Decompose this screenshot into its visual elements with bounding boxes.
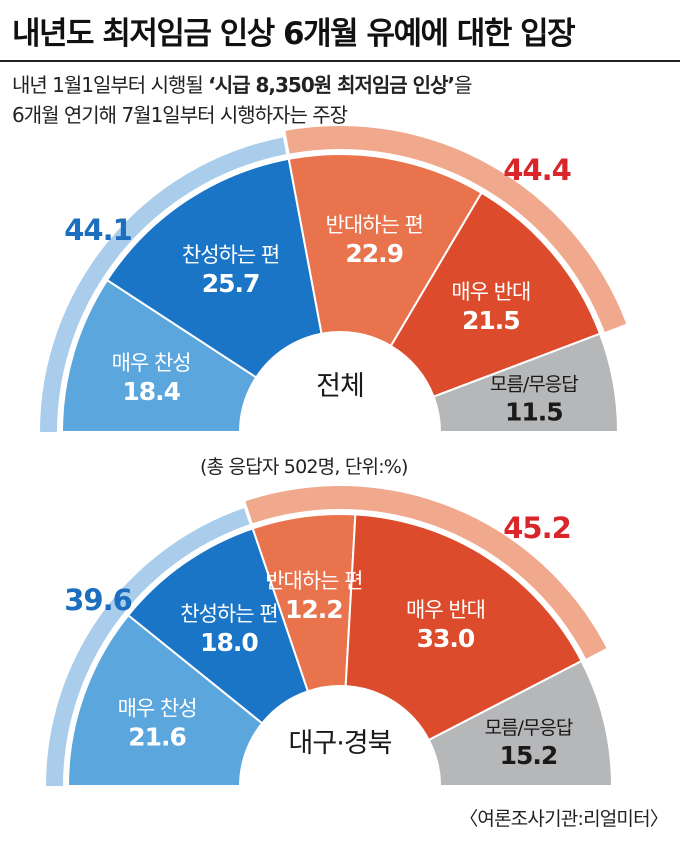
chart-1-label-disagree: 반대하는 편 (326, 213, 423, 237)
chart-1-disagree-band (285, 126, 627, 332)
chart-2-value-strong-disagree: 33.0 (417, 624, 475, 653)
chart-1-segment-agree (105, 157, 323, 379)
chart-1-label-agree: 찬성하는 편 (182, 243, 279, 267)
chart-2-value-no-answer: 15.2 (500, 741, 558, 770)
subtitle-line-1-pre: 내년 1월1일부터 시행될 (12, 73, 209, 97)
chart-1-label-strong-disagree: 매우 반대 (451, 280, 530, 304)
chart-2-agree-total: 39.6 (64, 583, 132, 617)
subtitle-line-1: 내년 1월1일부터 시행될 ‘시급 8,350원 최저임금 인상’을 (12, 70, 473, 100)
chart-2 (46, 486, 614, 787)
chart-1-value-no-answer: 11.5 (505, 398, 563, 427)
chart-1-segment-strong-disagree (389, 191, 602, 398)
chart-title: 내년도 최저임금 인상 6개월 유예에 대한 입장 (12, 16, 576, 52)
chart-2-segment-strong-disagree (344, 513, 583, 742)
chart-2-value-disagree: 12.2 (285, 595, 343, 624)
chart-1-agree-total: 44.1 (64, 213, 132, 247)
chart-2-disagree-band (245, 486, 607, 659)
chart-2-label-no-answer: 모름/무응답 (485, 717, 573, 739)
chart-1-label-strong-agree: 매우 찬성 (112, 351, 191, 375)
chart-2-label-strong-agree: 매우 찬성 (118, 696, 197, 720)
chart-1-value-strong-disagree: 21.5 (462, 306, 520, 335)
chart-1-segment-disagree (287, 153, 483, 348)
source-note: 〈여론조사기관:리얼미터〉 (459, 808, 669, 830)
chart-1-value-disagree: 22.9 (345, 239, 403, 268)
chart-1-disagree-total: 44.4 (503, 153, 571, 187)
chart-2-center-label: 대구·경북 (289, 728, 392, 759)
chart-2-label-disagree: 반대하는 편 (265, 569, 362, 593)
subtitle-line-1-bold: ‘시급 8,350원 최저임금 인상’ (208, 73, 455, 97)
chart-2-label-agree: 찬성하는 편 (180, 602, 277, 626)
chart-1-label-no-answer: 모름/무응답 (490, 374, 578, 396)
chart-2-label-strong-disagree: 매우 반대 (406, 598, 485, 622)
chart-1-value-strong-agree: 18.4 (122, 377, 180, 406)
chart-2-value-strong-agree: 21.6 (128, 722, 186, 751)
subtitle-line-2: 6개월 연기해 7월1일부터 시행하자는 주장 (12, 103, 348, 127)
chart-2-segment-strong-agree (66, 613, 264, 787)
chart-2-segment-agree (126, 527, 310, 725)
chart-2-agree-band (46, 508, 250, 786)
chart-1-agree-band (40, 137, 287, 432)
chart-subtitle: 내년 1월1일부터 시행될 ‘시급 8,350원 최저임금 인상’을 6개월 연… (12, 70, 473, 130)
chart-2-value-agree: 18.0 (200, 628, 258, 657)
chart-1-segment-strong-agree (60, 278, 258, 433)
chart-1-center-label: 전체 (316, 371, 364, 402)
chart-2-segment-no-answer (427, 659, 614, 787)
chart-1-segment-no-answer (432, 332, 620, 433)
subtitle-line-1-post: 을 (454, 73, 472, 97)
chart-1 (40, 126, 627, 433)
chart-1-value-agree: 25.7 (202, 269, 260, 298)
respondents-note: (총 응답자 502명, 단위:%) (200, 456, 408, 478)
chart-2-disagree-total: 45.2 (503, 511, 571, 545)
title-divider (0, 60, 680, 62)
